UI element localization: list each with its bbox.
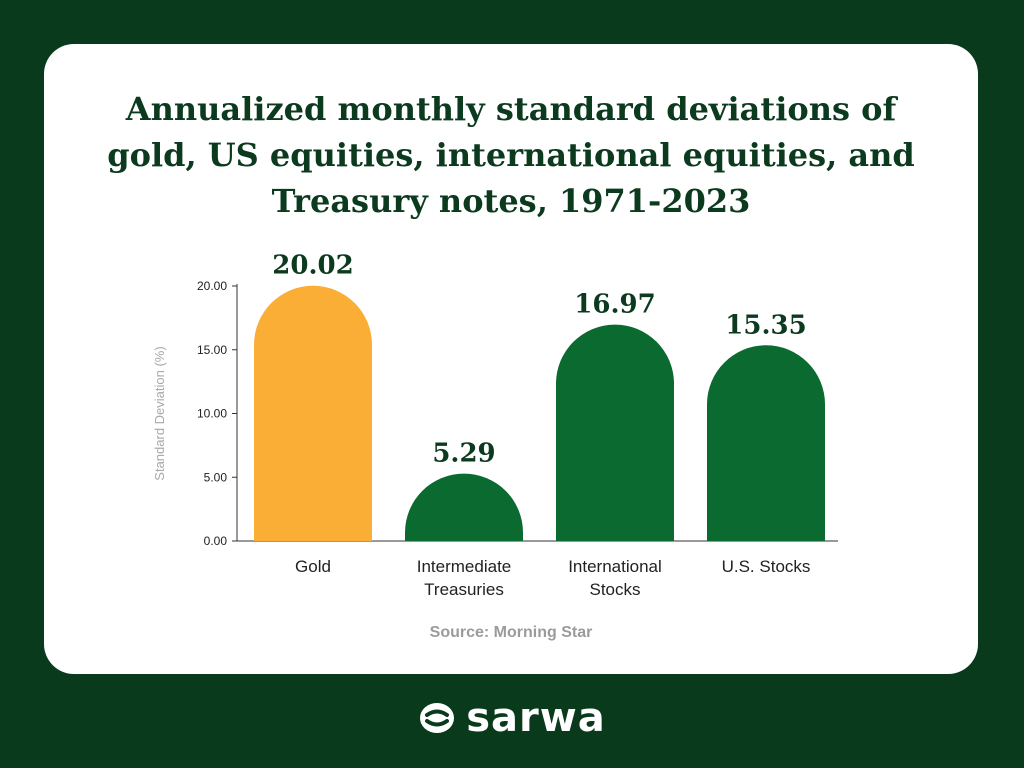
- bar: [405, 473, 523, 541]
- sarwa-logo-icon: [420, 703, 455, 733]
- y-tick-label: 5.00: [204, 470, 228, 484]
- bar-value-label: 20.02: [272, 251, 353, 281]
- x-category-label: Treasuries: [424, 580, 504, 599]
- brand-name: sarwa: [466, 695, 606, 741]
- x-category-label: Gold: [295, 557, 331, 576]
- y-axis-label: Standard Deviation (%): [152, 346, 167, 480]
- chart-title-line: gold, US equities, international equitie…: [107, 136, 915, 174]
- bar-value-label: 5.29: [432, 439, 495, 469]
- y-tick-label: 20.00: [197, 279, 227, 293]
- bar: [254, 285, 372, 541]
- source-note: Source: Morning Star: [429, 624, 593, 641]
- x-category-label: International: [568, 557, 662, 576]
- bar-chart: 0.00 5.00 10.00 15.00 20.00 Standard Deviatio…: [152, 251, 838, 599]
- x-category-label: Intermediate: [417, 557, 512, 576]
- brand-footer: sarwa: [0, 696, 1024, 740]
- bar-value-label: 15.35: [725, 310, 806, 340]
- chart-title-line: Annualized monthly standard deviations o…: [125, 90, 897, 128]
- y-tick-label: 0.00: [204, 534, 228, 548]
- chart-title: Annualized monthly standard deviations o…: [44, 86, 978, 224]
- bar: [556, 324, 674, 541]
- x-category-label: Stocks: [589, 580, 640, 599]
- chart-title-line: Treasury notes, 1971-2023: [271, 182, 751, 220]
- bar: [707, 345, 825, 541]
- y-tick-label: 15.00: [197, 343, 227, 357]
- y-tick-label: 10.00: [197, 407, 227, 421]
- chart-card: Annualized monthly standard deviations o…: [44, 44, 978, 674]
- bar-value-label: 16.97: [574, 290, 655, 320]
- x-category-label: U.S. Stocks: [722, 557, 811, 576]
